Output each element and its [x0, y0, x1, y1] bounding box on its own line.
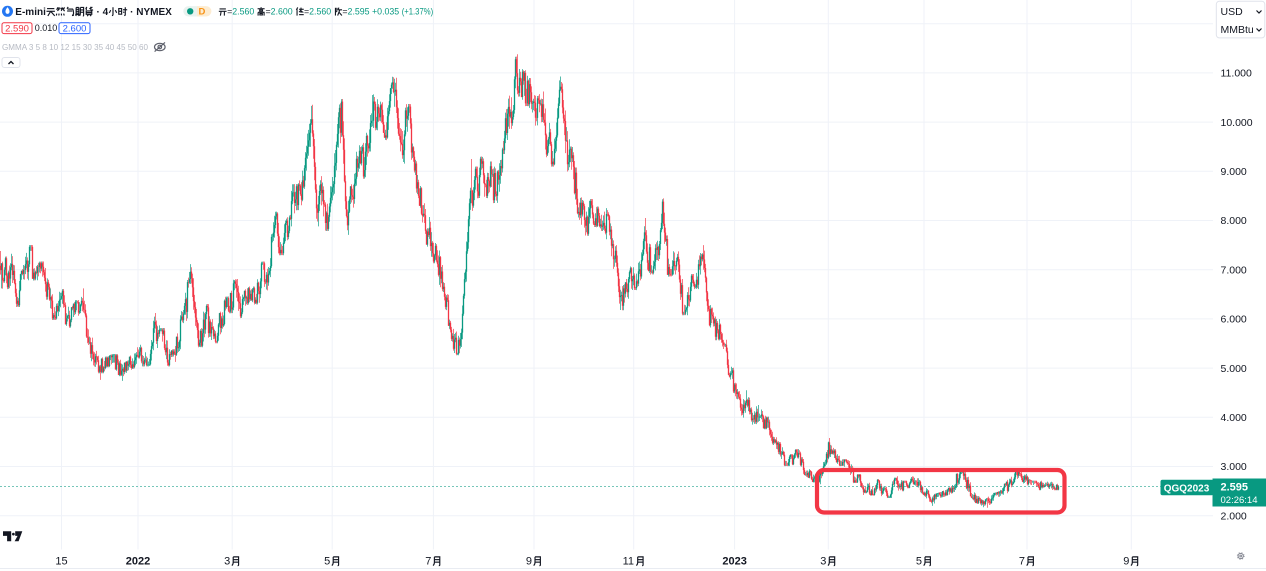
svg-text:=: =: [227, 6, 232, 16]
svg-text:02:26:14: 02:26:14: [1221, 495, 1258, 506]
svg-text:3: 3: [820, 556, 826, 568]
svg-text:=: =: [342, 6, 347, 16]
svg-text:11.000: 11.000: [1221, 68, 1252, 80]
svg-text:0.010: 0.010: [35, 23, 58, 33]
svg-text:9.000: 9.000: [1221, 166, 1247, 178]
svg-text:· 4: · 4: [94, 7, 109, 18]
svg-text:7.000: 7.000: [1221, 264, 1247, 276]
svg-text:2023: 2023: [722, 556, 746, 568]
svg-text:2.000: 2.000: [1221, 510, 1247, 522]
svg-text:11: 11: [623, 556, 634, 568]
svg-text:D: D: [198, 7, 205, 18]
svg-text:2.600: 2.600: [271, 6, 293, 16]
svg-text:3: 3: [224, 556, 230, 568]
svg-text:E-mini: E-mini: [15, 7, 46, 18]
svg-text:9: 9: [526, 556, 532, 568]
svg-text:5: 5: [916, 556, 922, 568]
svg-text:GMMA 3 5 8 10 12 15 30 35 40 4: GMMA 3 5 8 10 12 15 30 35 40 45 50 60: [2, 42, 148, 52]
svg-text:9: 9: [1123, 556, 1129, 568]
svg-text:· NYMEX: · NYMEX: [127, 7, 172, 18]
svg-text:8.000: 8.000: [1221, 215, 1247, 227]
svg-text:+0.035: +0.035: [372, 6, 399, 16]
svg-text:5.000: 5.000: [1221, 363, 1247, 375]
svg-text:10.000: 10.000: [1221, 117, 1253, 129]
svg-text:2.590: 2.590: [5, 23, 29, 34]
svg-text:15: 15: [55, 556, 67, 568]
svg-text:2.600: 2.600: [63, 23, 87, 34]
svg-text:QGQ2023: QGQ2023: [1164, 483, 1210, 494]
svg-text:=: =: [304, 6, 309, 16]
svg-text:=: =: [266, 6, 271, 16]
svg-text:USD: USD: [1221, 6, 1244, 18]
svg-text:MMBtu: MMBtu: [1221, 24, 1254, 36]
svg-text:3.000: 3.000: [1221, 461, 1247, 473]
svg-text:7: 7: [425, 556, 431, 568]
svg-text:2022: 2022: [126, 556, 150, 568]
svg-text:(+1.37%): (+1.37%): [402, 6, 434, 16]
svg-text:5: 5: [324, 556, 330, 568]
svg-text:2.595: 2.595: [1221, 482, 1249, 494]
svg-text:4.000: 4.000: [1221, 412, 1247, 424]
svg-text:7: 7: [1019, 556, 1025, 568]
svg-text:2.595: 2.595: [348, 6, 370, 16]
svg-text:2.560: 2.560: [309, 6, 331, 16]
svg-text:2.560: 2.560: [232, 6, 254, 16]
svg-text:6.000: 6.000: [1221, 314, 1247, 326]
